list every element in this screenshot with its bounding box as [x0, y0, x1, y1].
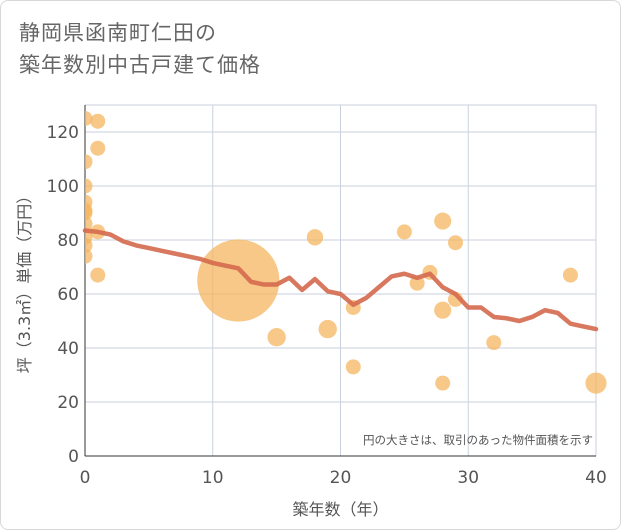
data-point — [318, 319, 337, 339]
y-tick-label: 80 — [57, 231, 79, 251]
data-point — [197, 239, 280, 322]
data-point — [447, 235, 463, 251]
y-tick-label: 120 — [47, 123, 79, 143]
y-tick-label: 60 — [57, 285, 79, 305]
size-legend-note: 円の大きさは、取引のあった物件面積を示す — [363, 433, 593, 447]
chart-title-line2: 築年数別中古戸建て価格 — [19, 53, 261, 77]
x-tick-label: 10 — [202, 468, 224, 488]
data-point — [85, 111, 93, 126]
y-tick-label: 40 — [57, 339, 79, 359]
y-tick-label: 100 — [47, 177, 79, 197]
data-point — [409, 275, 425, 291]
data-point — [267, 328, 286, 347]
data-point — [306, 229, 324, 246]
data-point — [90, 267, 106, 283]
chart-title-line1: 静岡県函南町仁田の — [19, 21, 217, 45]
data-point — [345, 359, 361, 375]
data-point — [85, 216, 93, 232]
data-point — [562, 267, 578, 283]
data-point — [396, 224, 412, 240]
data-point — [85, 248, 93, 264]
data-point — [85, 178, 93, 194]
x-tick-label: 0 — [80, 468, 91, 488]
x-tick-label: 20 — [330, 468, 352, 488]
x-tick-label: 40 — [585, 468, 607, 488]
data-point — [434, 212, 452, 230]
data-point — [435, 375, 451, 391]
data-point — [90, 140, 106, 156]
data-point — [486, 335, 502, 351]
trend-line — [82, 228, 599, 332]
y-axis-title: 坪（3.3㎡）単価（万円） — [15, 188, 34, 373]
y-tick-label: 20 — [57, 393, 79, 413]
data-point — [90, 113, 106, 129]
chart-title: 静岡県函南町仁田の 築年数別中古戸建て価格 — [19, 17, 261, 81]
y-tick-label: 0 — [68, 447, 79, 467]
data-point — [434, 301, 452, 319]
data-point — [585, 372, 607, 394]
x-tick-label: 30 — [457, 468, 479, 488]
data-point — [85, 154, 93, 170]
x-axis-title: 築年数（年） — [292, 500, 388, 519]
